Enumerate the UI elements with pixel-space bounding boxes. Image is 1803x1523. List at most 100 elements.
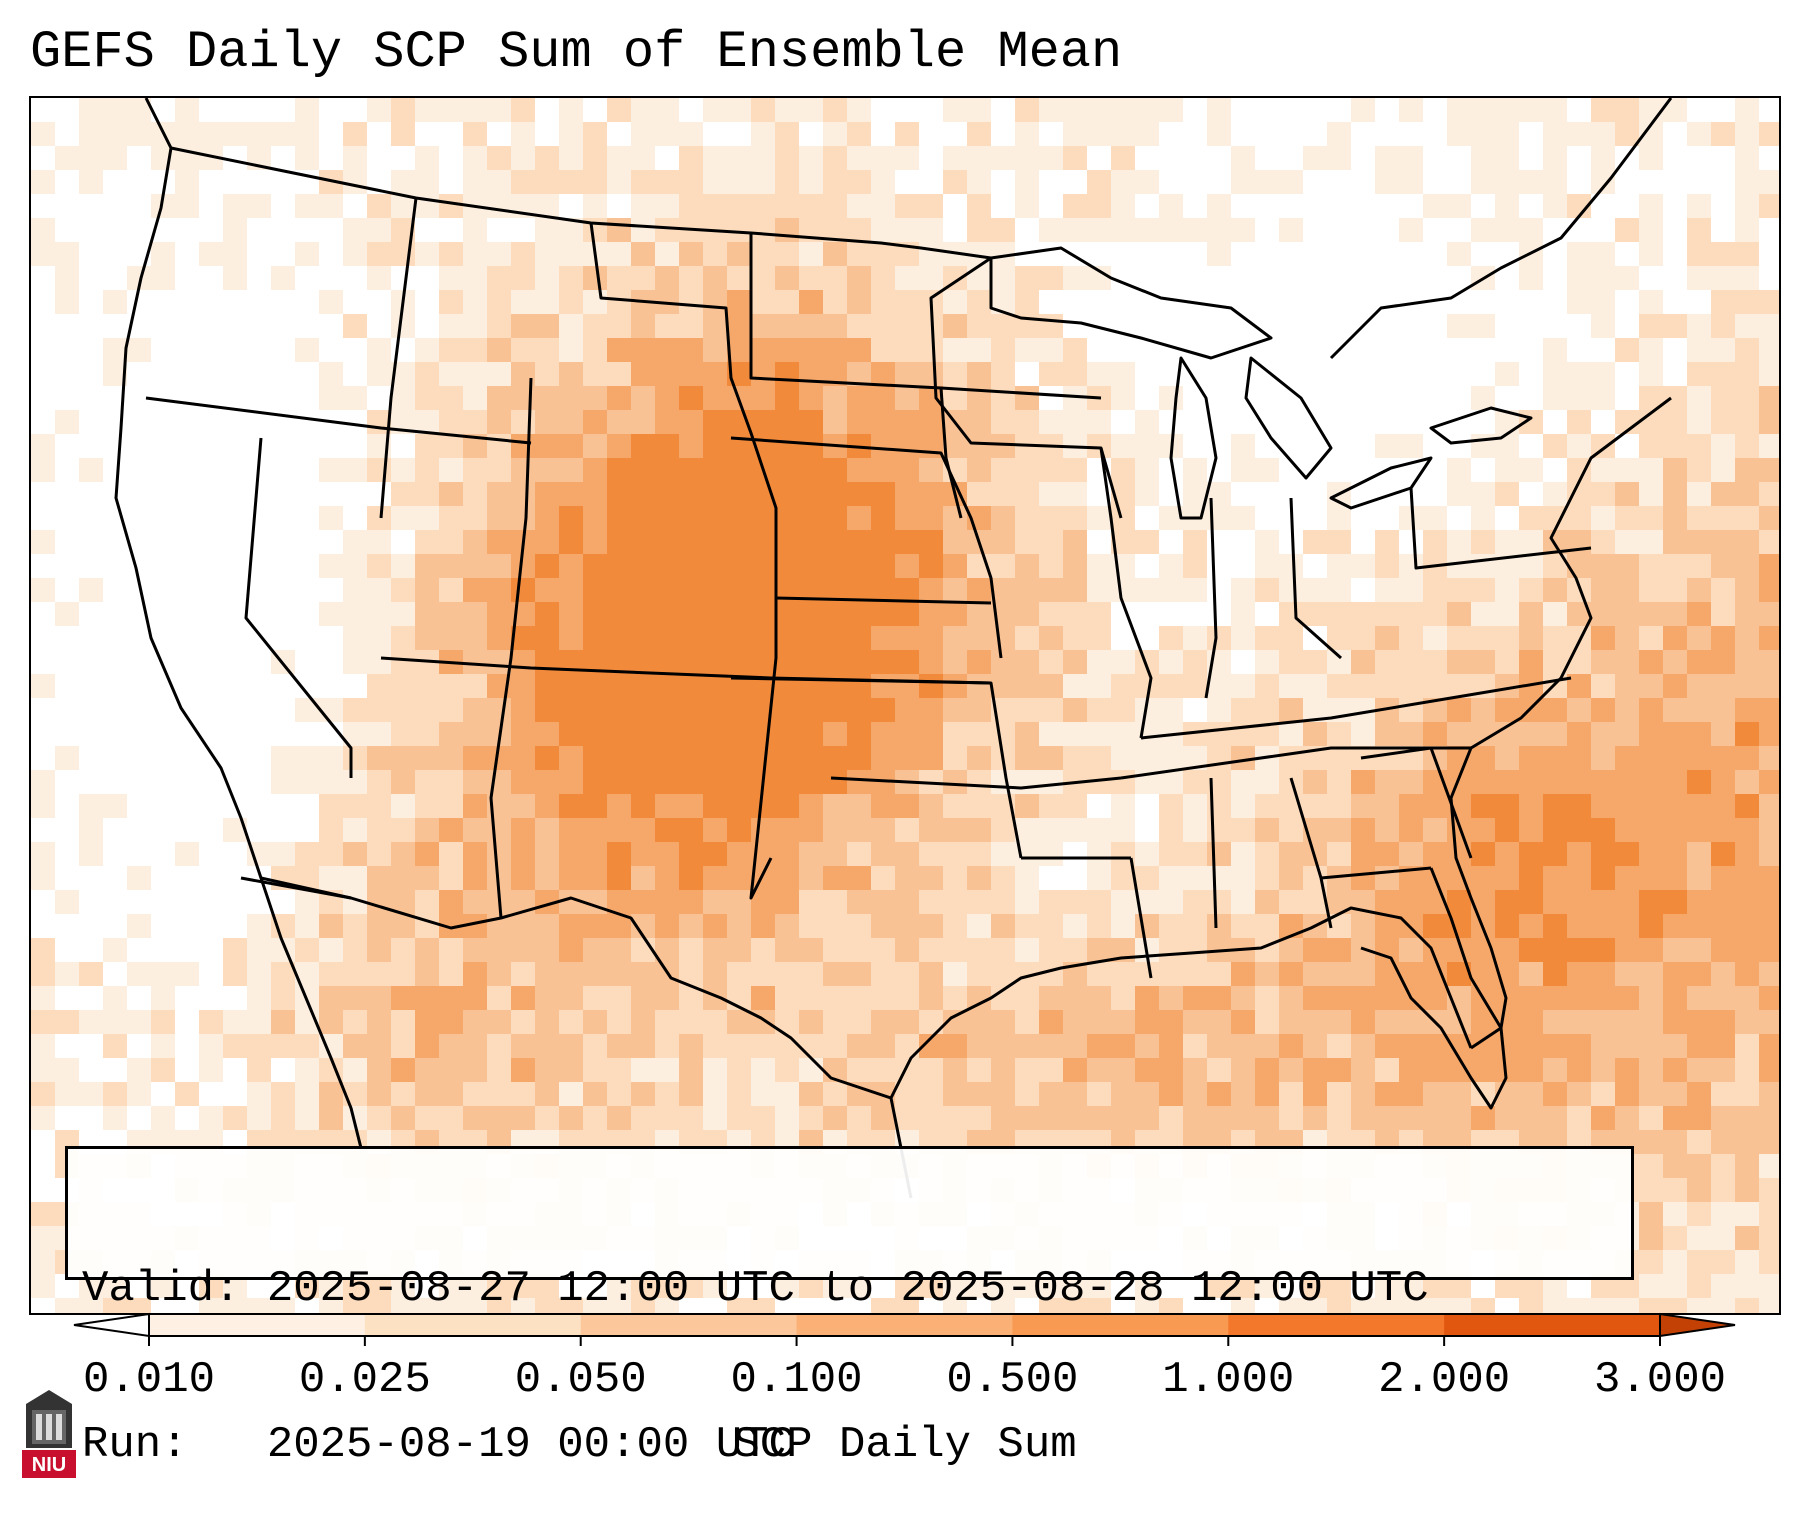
field-cell: [967, 1082, 991, 1106]
field-cell: [1735, 986, 1759, 1010]
state-line: [1140, 676, 1572, 740]
field-cell: [295, 746, 319, 770]
field-cell: [535, 674, 559, 698]
field-cell: [559, 986, 583, 1010]
field-cell: [1663, 650, 1687, 674]
field-cell: [1711, 674, 1735, 698]
field-cell: [1279, 818, 1303, 842]
field-cell: [1495, 146, 1519, 170]
field-cell: [55, 1298, 79, 1313]
field-cell: [1711, 1154, 1735, 1178]
field-cell: [871, 554, 895, 578]
field-cell: [1015, 866, 1039, 890]
field-cell: [511, 842, 535, 866]
field-cell: [1423, 506, 1447, 530]
field-cell: [751, 506, 775, 530]
field-cell: [1639, 194, 1663, 218]
field-cell: [1087, 194, 1111, 218]
field-cell: [1351, 818, 1375, 842]
field-cell: [943, 650, 967, 674]
field-cell: [295, 1082, 319, 1106]
field-cell: [439, 554, 463, 578]
field-cell: [1543, 146, 1567, 170]
field-cell: [703, 650, 727, 674]
field-cell: [31, 794, 55, 818]
field-cell: [1591, 866, 1615, 890]
field-cell: [463, 770, 487, 794]
field-cell: [1015, 482, 1039, 506]
field-cell: [943, 170, 967, 194]
field-cell: [1255, 914, 1279, 938]
field-cell: [175, 98, 199, 122]
field-cell: [1087, 986, 1111, 1010]
field-cell: [1159, 986, 1183, 1010]
field-cell: [1231, 1298, 1255, 1313]
field-cell: [871, 458, 895, 482]
field-cell: [847, 530, 871, 554]
field-cell: [1615, 1106, 1639, 1130]
field-cell: [1591, 530, 1615, 554]
field-cell: [1375, 890, 1399, 914]
field-cell: [967, 98, 991, 122]
field-cell: [1471, 818, 1495, 842]
field-cell: [1399, 1034, 1423, 1058]
field-cell: [463, 458, 487, 482]
field-cell: [31, 1010, 55, 1034]
field-cell: [1207, 818, 1231, 842]
field-cell: [1687, 194, 1711, 218]
field-cell: [1759, 314, 1779, 338]
field-cell: [391, 170, 415, 194]
field-cell: [367, 674, 391, 698]
field-cell: [1615, 914, 1639, 938]
field-cell: [799, 1034, 823, 1058]
state-line: [830, 776, 1122, 790]
field-cell: [1615, 866, 1639, 890]
field-cell: [1495, 98, 1519, 122]
field-cell: [1375, 554, 1399, 578]
field-cell: [247, 1106, 271, 1130]
field-cell: [727, 242, 751, 266]
field-cell: [1207, 1034, 1231, 1058]
field-cell: [847, 626, 871, 650]
field-cell: [223, 266, 247, 290]
field-cell: [391, 914, 415, 938]
field-cell: [1639, 338, 1663, 362]
field-cell: [823, 170, 847, 194]
field-cell: [343, 458, 367, 482]
field-cell: [1183, 986, 1207, 1010]
field-cell: [1183, 530, 1207, 554]
field-cell: [1519, 1010, 1543, 1034]
field-cell: [1087, 578, 1111, 602]
field-cell: [463, 722, 487, 746]
field-cell: [1087, 1298, 1111, 1313]
field-cell: [175, 170, 199, 194]
field-cell: [1015, 938, 1039, 962]
field-cell: [1015, 674, 1039, 698]
field-cell: [1159, 866, 1183, 890]
field-cell: [1111, 122, 1135, 146]
field-cell: [343, 866, 367, 890]
field-cell: [367, 1010, 391, 1034]
field-cell: [487, 1106, 511, 1130]
field-cell: [367, 458, 391, 482]
field-cell: [1351, 1058, 1375, 1082]
pacific-coastline: [114, 98, 363, 1149]
field-cell: [1735, 938, 1759, 962]
field-cell: [415, 170, 439, 194]
field-cell: [559, 1058, 583, 1082]
field-cell: [1543, 170, 1567, 194]
field-cell: [1687, 1202, 1711, 1226]
field-cell: [583, 794, 607, 818]
field-cell: [391, 314, 415, 338]
field-cell: [727, 698, 751, 722]
field-cell: [1063, 722, 1087, 746]
field-cell: [1015, 794, 1039, 818]
field-cell: [583, 314, 607, 338]
field-cell: [1423, 1034, 1447, 1058]
field-cell: [559, 530, 583, 554]
field-cell: [607, 530, 631, 554]
field-cell: [967, 290, 991, 314]
field-cell: [271, 1034, 295, 1058]
field-cell: [967, 338, 991, 362]
field-cell: [1543, 482, 1567, 506]
